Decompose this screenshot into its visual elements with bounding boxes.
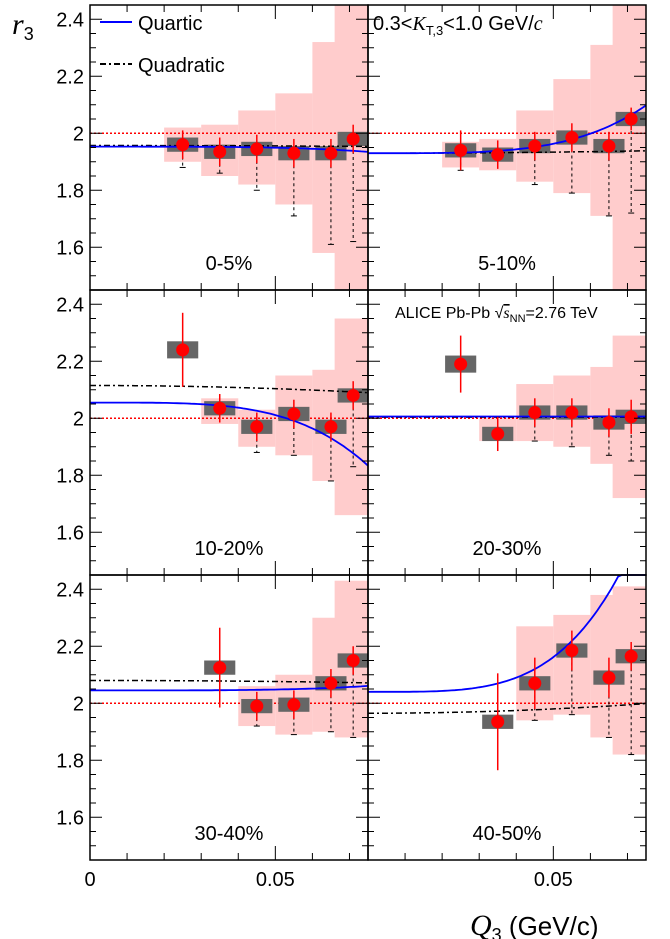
y-tick-label-p0-0: 1.6 [56,237,84,259]
y-tick-label-p2-0: 1.6 [56,522,84,544]
data-points-layer [176,112,638,729]
collaboration-annotation: ALICE Pb-Pb √sNN=2.76 TeV [395,305,598,325]
quartic-fit-p0 [90,145,369,153]
y-tick-label-p4-0: 1.6 [56,807,84,829]
data-point-p1-5 [624,112,638,126]
data-point-p0-0 [176,138,190,152]
y-tick-label-p0-2: 2 [73,123,84,145]
data-point-p5-0 [491,715,505,729]
data-point-p3-0 [454,357,468,371]
data-point-p3-3 [565,406,579,420]
data-point-p0-5 [346,132,360,146]
centrality-label-p1: 5-10% [478,253,536,275]
data-point-p1-2 [528,139,542,153]
centrality-label-p2: 10-20% [195,538,264,560]
quadratic-fit-p5 [368,702,647,714]
legend-quartic-label: Quartic [138,13,202,35]
quartic-fit-p1 [368,104,647,155]
x-axis-title: Q3 (GeV/c) [470,909,598,939]
data-point-p5-4 [624,649,638,663]
data-point-p2-5 [346,388,360,402]
data-point-p3-4 [602,416,616,430]
y-tick-label-p0-4: 2.4 [56,9,84,31]
data-point-p1-1 [491,148,505,162]
fit-curves-layer [90,104,647,714]
systematic-bands-layer [164,5,646,755]
data-point-p2-0 [176,343,190,357]
y-tick-label-p4-1: 1.8 [56,750,84,772]
data-point-p5-3 [602,671,616,685]
data-point-p4-2 [287,698,301,712]
ticks-layer [90,5,646,860]
data-point-p5-1 [528,676,542,690]
y-tick-label-p4-3: 2.2 [56,636,84,658]
legend: Quartic Quadratic [100,13,225,77]
data-point-p2-1 [213,401,227,415]
y-tick-label-p2-3: 2.2 [56,351,84,373]
quadratic-fit-p0 [90,144,369,148]
x-tick-label-p4-0: 0 [84,869,95,891]
data-point-p2-2 [250,420,264,434]
data-point-p2-4 [324,420,338,434]
data-point-p4-4 [346,654,360,667]
data-point-p3-5 [624,410,638,424]
data-point-p4-3 [324,676,338,690]
y-tick-label-p2-2: 2 [73,408,84,430]
data-point-p2-3 [287,407,301,421]
kt-range-annotation: 0.3<KT,3<1.0 GeV/c [373,13,543,38]
data-point-p3-2 [528,406,542,420]
data-point-p0-1 [213,145,227,159]
y-tick-label-p2-1: 1.8 [56,465,84,487]
y-tick-label-p2-4: 2.4 [56,294,84,316]
data-point-p4-1 [250,699,264,713]
quadratic-fit-p2 [90,384,369,394]
data-point-p0-2 [250,142,264,156]
syst-band-p2-5 [334,318,368,516]
y-tick-label-p0-3: 2.2 [56,66,84,88]
data-point-p3-1 [491,427,505,441]
x-tick-label-p4-1: 0.05 [256,869,295,891]
legend-quadratic-label: Quadratic [138,55,225,77]
data-point-p0-4 [324,146,338,160]
panel-labels-layer: 0-5% 5-10% 10-20% 20-30% 30-40% 40-50% [195,253,542,845]
centrality-label-p5: 40-50% [473,823,542,845]
y-tick-label-p4-2: 2 [73,693,84,715]
y-tick-label-p0-1: 1.8 [56,180,84,202]
data-point-p0-3 [287,146,301,160]
y-axis-title: r3 [12,8,34,44]
y-tick-label-p4-4: 2.4 [56,579,84,601]
quartic-fit-p2 [90,401,369,467]
data-point-p1-0 [454,143,468,157]
centrality-label-p3: 20-30% [473,538,542,560]
data-point-p1-4 [602,139,616,153]
x-tick-label-p5-1: 0.05 [534,869,573,891]
quartic-fit-p5 [367,574,646,693]
data-point-p1-3 [565,131,579,145]
quartic-fit-p4 [90,685,369,692]
centrality-label-p0: 0-5% [206,253,253,275]
centrality-label-p4: 30-40% [195,823,264,845]
tick-labels-layer: 1.6 1.8 2 2.2 2.4 1.6 1.8 2 2.2 2.4 1.6 1.8 2 2.2 2.4 0… [56,9,573,891]
quadratic-fit-p4 [90,679,369,684]
data-point-p5-2 [565,644,579,658]
data-point-p4-0 [213,661,227,675]
